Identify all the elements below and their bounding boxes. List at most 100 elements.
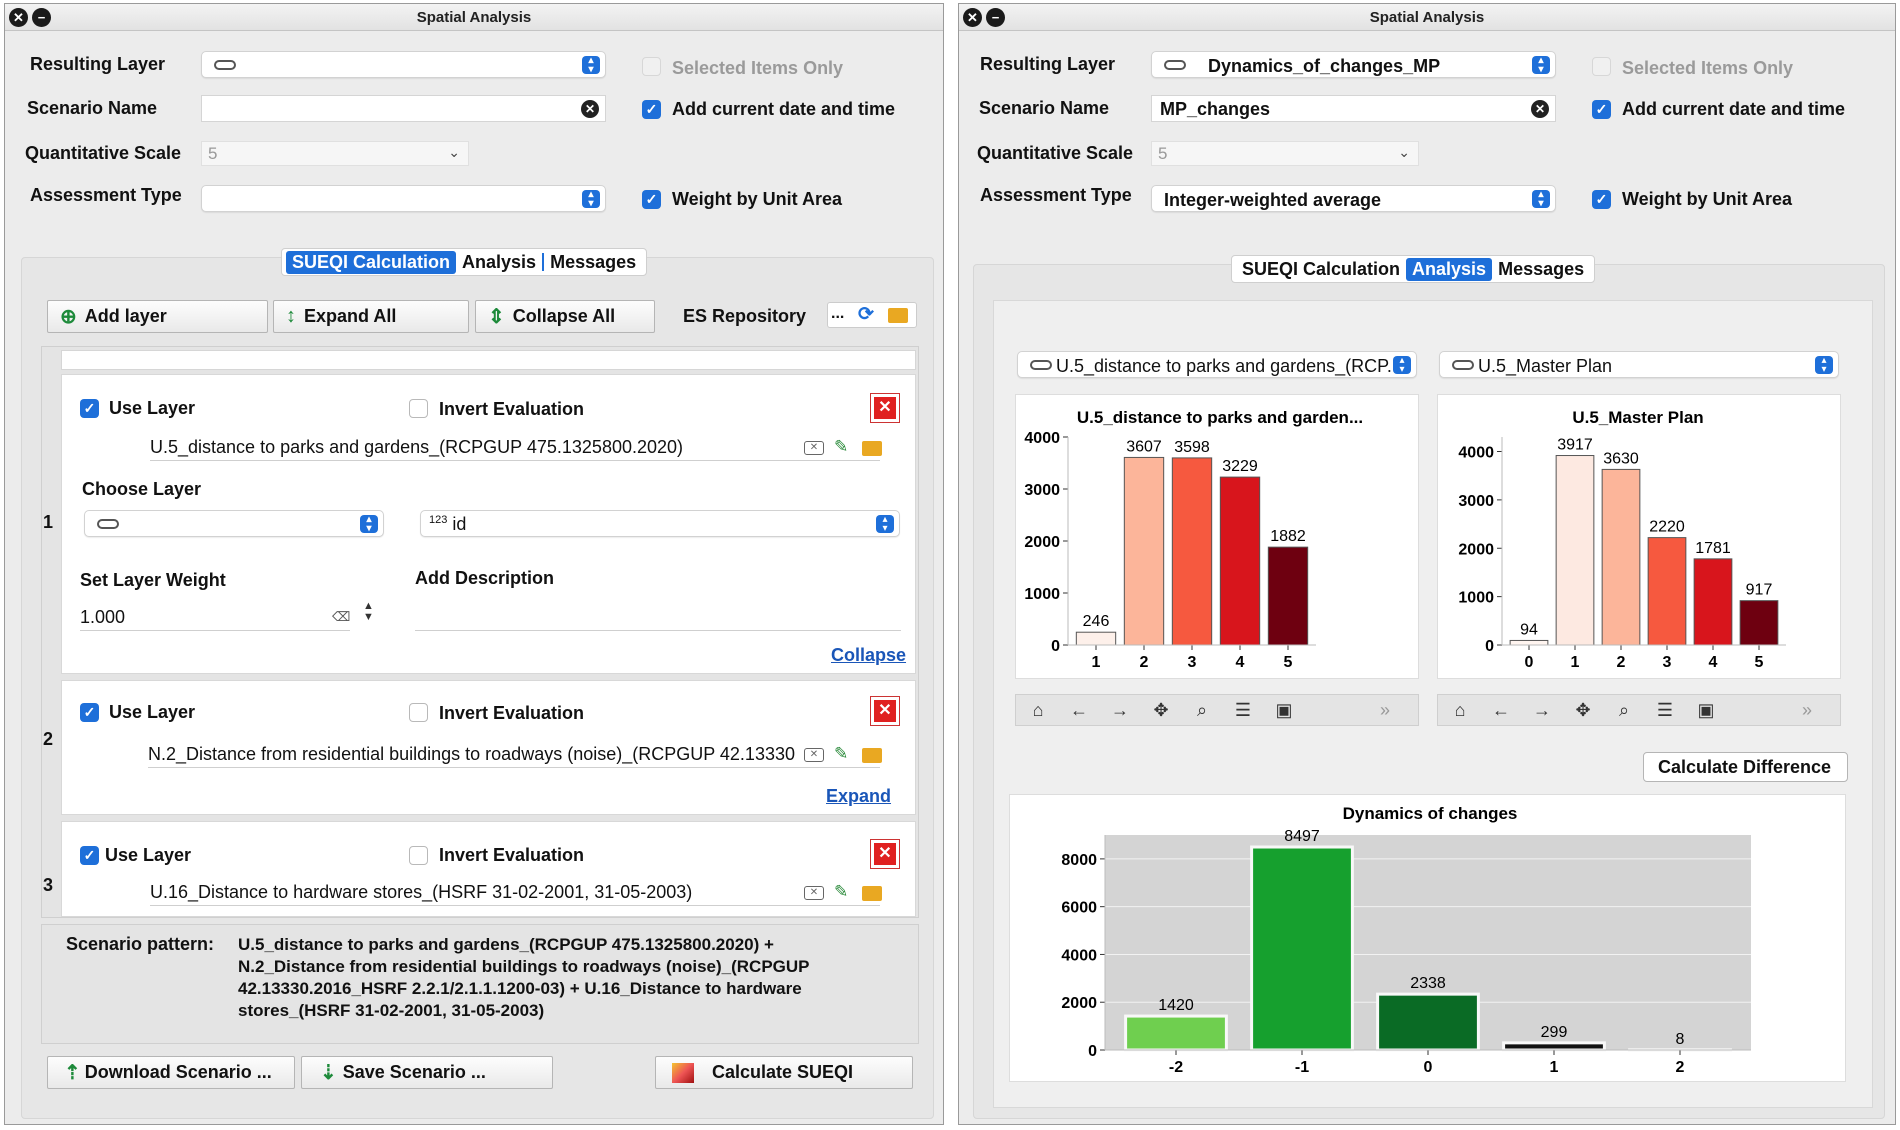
save-figure-icon[interactable]: ▣ [1275,699,1293,720]
data-label: 2338 [1410,975,1446,992]
minimize-window-icon[interactable]: − [986,8,1005,27]
quantitative-scale-value: 5 [208,144,218,163]
selected-items-only-checkbox[interactable] [642,57,661,76]
remove-layer-button[interactable]: ✕ [870,839,900,869]
tab-analysis[interactable]: Analysis [1406,257,1493,281]
remove-layer-button[interactable]: ✕ [870,393,900,423]
assessment-type-combo[interactable]: ▴ ▾ [201,185,606,212]
chevron-down-icon: ⌄ [1398,144,1410,160]
save-scenario-button[interactable]: ⇣ Save Scenario ... [301,1056,553,1089]
invert-evaluation-checkbox[interactable] [409,703,428,722]
selected-items-only-checkbox[interactable] [1592,57,1611,76]
invert-evaluation-checkbox[interactable] [409,846,428,865]
folder-icon[interactable] [862,886,882,901]
zoom-icon[interactable]: ⌕ [1618,699,1630,720]
layer-path-field[interactable]: U.5_distance to parks and gardens_(RCPGU… [150,434,880,461]
folder-icon[interactable] [862,748,882,763]
layer-weight-input[interactable]: 1.000 ⌫ [80,604,350,631]
clear-icon[interactable]: ✕ [1531,100,1549,118]
weight-unit-area-checkbox[interactable]: ✓ [1592,190,1611,209]
home-icon[interactable]: ⌂ [1454,699,1466,720]
back-arrow-icon[interactable]: ← [1492,699,1510,720]
edit-icon[interactable]: ✎ [834,882,849,901]
close-window-icon[interactable]: ✕ [963,8,982,27]
close-icon: ✕ [874,843,896,865]
pan-icon[interactable]: ✥ [1575,699,1591,720]
calculate-sueqi-button[interactable]: Calculate SUEQI [655,1056,913,1089]
collapse-all-button[interactable]: ⇕ Collapse All [475,300,655,333]
x-tick-label: 1 [1550,1059,1559,1076]
bar [1267,546,1309,646]
use-layer-checkbox[interactable]: ✓ [80,399,99,418]
resulting-layer-combo[interactable]: ▴ ▾ [201,51,606,78]
clear-icon[interactable]: ✕ [581,100,599,118]
scenario-name-input[interactable]: MP_changes ✕ [1151,95,1556,122]
add-date-checkbox[interactable]: ✓ [1592,100,1611,119]
layer-b-value: U.5_Master Plan [1478,356,1613,376]
minimize-window-icon[interactable]: − [32,8,51,27]
erase-icon[interactable]: ✕ [804,748,824,762]
close-window-icon[interactable]: ✕ [9,8,28,27]
erase-icon[interactable]: ✕ [804,441,824,455]
weight-unit-area-checkbox[interactable]: ✓ [642,190,661,209]
more-icon[interactable]: » [1801,699,1812,720]
forward-arrow-icon[interactable]: → [1533,699,1551,720]
backspace-icon[interactable]: ⌫ [332,609,351,624]
description-input[interactable] [415,604,901,631]
folder-icon[interactable] [862,441,882,456]
collapse-link[interactable]: Collapse [831,645,907,665]
add-layer-button[interactable]: ⊕ Add layer [47,300,268,333]
scenario-name-input[interactable]: ✕ [201,95,606,122]
forward-arrow-icon[interactable]: → [1111,699,1129,720]
data-label: 246 [1083,613,1110,630]
data-label: 299 [1541,1024,1568,1041]
layer-path-field[interactable]: N.2_Distance from residential buildings … [148,741,880,768]
back-arrow-icon[interactable]: ← [1070,699,1088,720]
chart-1-toolbar: ⌂ ← → ✥ ⌕ ☰ ▣ » [1015,694,1419,726]
tab-analysis[interactable]: Analysis [462,251,537,272]
use-layer-checkbox[interactable]: ✓ [80,846,99,865]
tab-messages[interactable]: Messages [1498,258,1585,279]
download-scenario-button[interactable]: ⇡ Download Scenario ... [47,1056,295,1089]
data-label: 1882 [1270,528,1306,545]
close-icon: ✕ [874,700,896,722]
chart-title: U.5_Master Plan [1572,408,1703,427]
tab-sueqi-calculation[interactable]: SUEQI Calculation [1242,258,1401,279]
expand-all-button[interactable]: ↕ Expand All [273,300,469,333]
zoom-icon[interactable]: ⌕ [1196,699,1208,720]
use-layer-checkbox[interactable]: ✓ [80,703,99,722]
quantitative-scale-combo[interactable]: 5 ⌄ [1151,141,1419,166]
add-date-checkbox[interactable]: ✓ [642,100,661,119]
choose-layer-combo[interactable]: ▴ ▾ [84,510,384,537]
remove-layer-button[interactable]: ✕ [870,696,900,726]
erase-icon[interactable]: ✕ [804,886,824,900]
layer-a-combo[interactable]: U.5_distance to parks and gardens_(RCP..… [1017,351,1417,378]
layer-path-field[interactable]: U.16_Distance to hardware stores_(HSRF 3… [150,879,880,906]
assessment-type-combo[interactable]: Integer-weighted average ▴ ▾ [1151,185,1556,212]
quantitative-scale-combo[interactable]: 5 ⌄ [201,141,469,166]
scenario-name-label: Scenario Name [27,98,158,118]
more-icon[interactable]: » [1379,699,1390,720]
edit-icon[interactable]: ✎ [834,744,849,763]
pan-icon[interactable]: ✥ [1153,699,1169,720]
tab-sueqi-calculation[interactable]: SUEQI Calculation [286,250,457,274]
refresh-icon[interactable]: ⟳ [858,304,874,325]
save-figure-icon[interactable]: ▣ [1697,699,1715,720]
assessment-type-label: Assessment Type [30,185,182,205]
edit-icon[interactable]: ✎ [834,437,849,456]
combo-spinner-icon: ▴ ▾ [582,190,600,209]
configure-icon[interactable]: ☰ [1656,699,1674,720]
expand-link[interactable]: Expand [826,786,892,806]
es-repository-field[interactable]: ... ⟳ [827,302,917,328]
id-field-combo[interactable]: 123 id ▴ ▾ [420,510,900,537]
layer-b-combo[interactable]: U.5_Master Plan ▴ ▾ [1439,351,1839,378]
folder-icon[interactable] [888,308,908,323]
invert-evaluation-checkbox[interactable] [409,399,428,418]
weight-stepper-icon[interactable]: ▲ ▼ [363,600,374,623]
resulting-layer-label: Resulting Layer [980,54,1116,74]
resulting-layer-combo[interactable]: Dynamics_of_changes_MP ▴ ▾ [1151,51,1556,78]
tab-messages[interactable]: Messages [550,251,637,272]
calculate-difference-button[interactable]: Calculate Difference [1643,752,1848,782]
home-icon[interactable]: ⌂ [1032,699,1044,720]
configure-icon[interactable]: ☰ [1234,699,1252,720]
